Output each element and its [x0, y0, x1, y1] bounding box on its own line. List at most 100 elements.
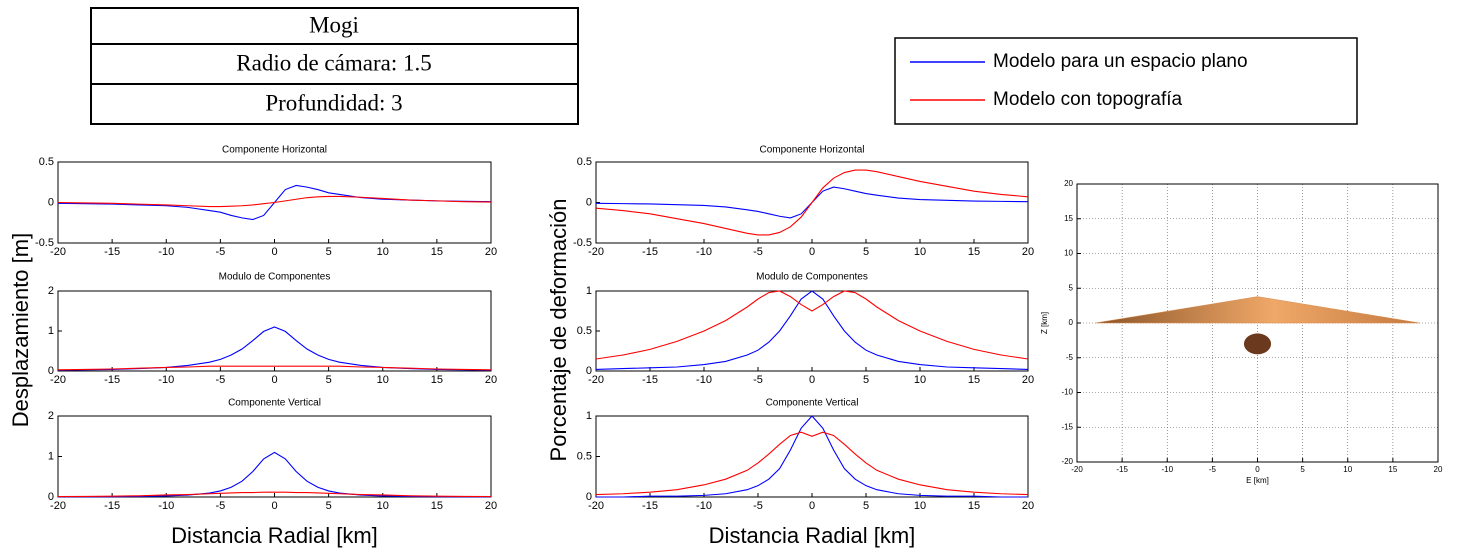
y-axis-label: Porcentaje de deformación — [546, 199, 571, 462]
x-tick-label: 15 — [968, 374, 980, 386]
y-tick-label: 2 — [48, 410, 54, 422]
x-tick-label: 10 — [377, 500, 389, 512]
x-axis-label: Distancia Radial [km] — [171, 523, 378, 548]
info-table: Mogi Radio de cámara: 1.5 Profundidad: 3 — [90, 7, 579, 125]
x-tick-label: -10 — [1161, 465, 1173, 474]
table-cell: Mogi — [309, 12, 359, 37]
x-tick-label: 5 — [326, 246, 332, 258]
x-tick-label: 10 — [377, 374, 389, 386]
chart-title: Componente Vertical — [766, 398, 859, 409]
x-tick-label: 10 — [914, 374, 926, 386]
x-tick-label: 20 — [485, 374, 497, 386]
x-tick-label: -10 — [696, 246, 712, 258]
x-tick-label: -5 — [215, 246, 225, 258]
y-tick-label: 0.5 — [577, 156, 592, 168]
y-tick-label: 0.5 — [577, 325, 592, 337]
series-line — [595, 290, 1029, 370]
series-line — [57, 451, 492, 498]
series-line — [57, 195, 492, 208]
y-tick-label: -5 — [1066, 353, 1074, 362]
x-tick-label: 10 — [914, 246, 926, 258]
x-tick-label: 0 — [271, 374, 277, 386]
x-axis-label: Distancia Radial [km] — [709, 523, 916, 548]
y-tick-label: 10 — [1064, 249, 1073, 258]
x-tick-label: -15 — [642, 374, 658, 386]
legend-label: Modelo con topografía — [993, 89, 1183, 110]
series-line — [596, 415, 1028, 498]
x-axis-label: E [km] — [1246, 476, 1269, 485]
x-tick-label: -15 — [104, 500, 120, 512]
x-tick-label: 20 — [485, 500, 497, 512]
x-tick-label: -20 — [50, 374, 66, 386]
x-tick-label: 20 — [1434, 465, 1443, 474]
x-tick-label: -5 — [215, 374, 225, 386]
x-tick-label: -10 — [158, 500, 174, 512]
y-tick-label: 0 — [1069, 318, 1074, 327]
y-tick-label: 0 — [48, 196, 54, 208]
plot-frame — [57, 290, 492, 372]
x-tick-label: -10 — [158, 374, 174, 386]
y-tick-label: 0.5 — [39, 156, 54, 168]
y-tick-label: -0.5 — [573, 237, 592, 249]
table-cell: Profundidad: 3 — [265, 90, 402, 115]
x-tick-label: -10 — [696, 500, 712, 512]
y-tick-label: -20 — [1061, 457, 1073, 466]
x-tick-label: -20 — [588, 500, 604, 512]
y-tick-label: -15 — [1061, 422, 1073, 431]
y-tick-label: -10 — [1061, 388, 1073, 397]
x-tick-label: 5 — [1300, 465, 1305, 474]
x-tick-label: 5 — [863, 500, 869, 512]
y-axis-label: Z [km] — [1040, 312, 1049, 334]
series-line — [595, 169, 1029, 236]
x-tick-label: 10 — [1343, 465, 1352, 474]
series-line — [57, 491, 492, 498]
x-tick-label: 5 — [326, 374, 332, 386]
x-tick-label: 15 — [1388, 465, 1397, 474]
x-tick-label: 0 — [1255, 465, 1260, 474]
series-line — [595, 290, 1029, 360]
x-tick-label: -10 — [696, 374, 712, 386]
plot-frame — [1076, 183, 1439, 463]
x-tick-label: 0 — [271, 500, 277, 512]
legend-box — [894, 37, 1358, 125]
y-tick-label: 20 — [1064, 179, 1073, 188]
y-tick-label: 0 — [48, 491, 54, 503]
chart-title: Modulo de Componentes — [219, 272, 331, 283]
x-tick-label: 15 — [431, 374, 443, 386]
topography-cone — [1095, 296, 1420, 324]
x-tick-label: -15 — [642, 246, 658, 258]
legend-label: Modelo para un espacio plano — [993, 51, 1248, 72]
y-tick-label: 0 — [586, 196, 592, 208]
y-tick-label: 2 — [48, 285, 54, 297]
x-tick-label: 15 — [431, 246, 443, 258]
x-tick-label: 0 — [809, 500, 815, 512]
y-tick-label: 15 — [1064, 214, 1073, 223]
x-tick-label: -5 — [753, 374, 763, 386]
x-tick-label: 0 — [809, 246, 815, 258]
x-tick-label: -20 — [588, 374, 604, 386]
x-tick-label: 20 — [1022, 374, 1034, 386]
x-tick-label: 0 — [809, 374, 815, 386]
x-tick-label: 5 — [863, 246, 869, 258]
y-axis-label: Desplazamiento [m] — [8, 233, 33, 427]
x-tick-label: 10 — [377, 246, 389, 258]
plot-frame — [595, 161, 1029, 244]
table-cell: Radio de cámara: 1.5 — [236, 50, 431, 75]
x-tick-label: 20 — [1022, 246, 1034, 258]
x-tick-label: -20 — [588, 246, 604, 258]
chart-title: Componente Horizontal — [222, 145, 327, 156]
x-tick-label: -5 — [753, 500, 763, 512]
x-tick-label: -5 — [1209, 465, 1217, 474]
y-tick-label: 0 — [48, 365, 54, 377]
y-tick-label: 0 — [586, 491, 592, 503]
y-tick-label: 1 — [586, 285, 592, 297]
x-tick-label: -5 — [753, 246, 763, 258]
y-tick-label: -0.5 — [35, 237, 54, 249]
plot-frame — [57, 415, 492, 498]
x-tick-label: -20 — [1071, 465, 1083, 474]
x-tick-label: -20 — [50, 500, 66, 512]
x-tick-label: 10 — [914, 500, 926, 512]
y-tick-label: 1 — [48, 325, 54, 337]
plot-frame — [595, 415, 1029, 498]
